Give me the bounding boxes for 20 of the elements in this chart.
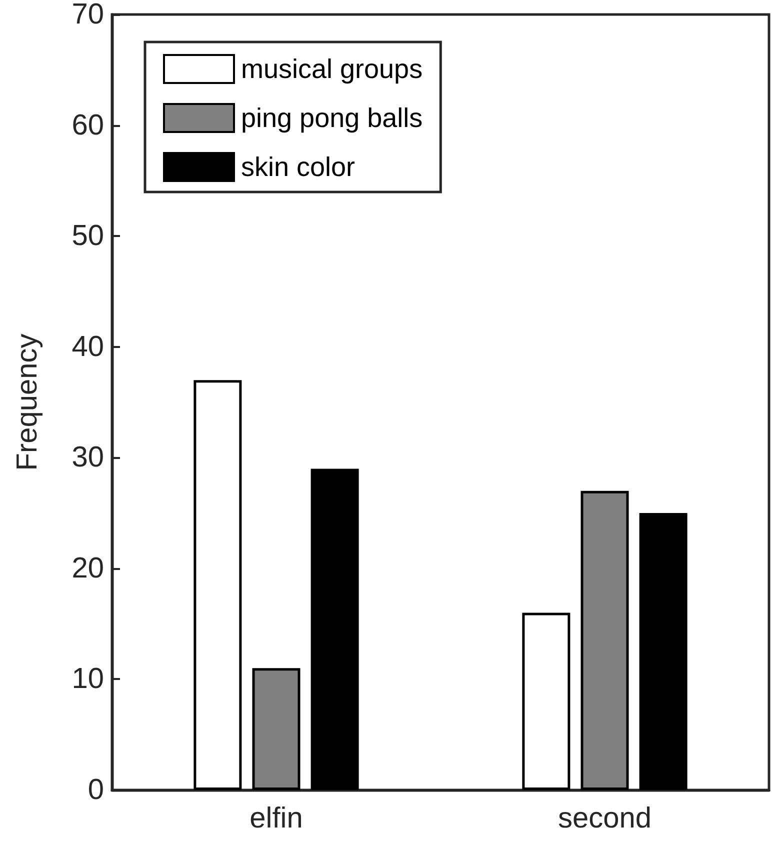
bar bbox=[252, 668, 300, 790]
y-tick-label: 20 bbox=[72, 552, 104, 584]
bar bbox=[522, 612, 570, 790]
x-tick-label: elfin bbox=[250, 802, 303, 834]
y-tick-label: 40 bbox=[72, 330, 104, 363]
legend-label: skin color bbox=[241, 152, 356, 182]
x-tick-label: second bbox=[558, 802, 652, 834]
y-axis-title: Frequency bbox=[12, 333, 44, 471]
y-tick-label: 70 bbox=[72, 0, 104, 30]
y-tick-label: 60 bbox=[72, 109, 104, 142]
legend-label: ping pong balls bbox=[241, 103, 423, 133]
legend-label: musical groups bbox=[241, 54, 423, 84]
bar bbox=[310, 468, 359, 790]
y-tick-label: 0 bbox=[88, 774, 104, 806]
bar bbox=[580, 490, 629, 790]
bar bbox=[194, 380, 242, 790]
y-tick-label: 10 bbox=[72, 663, 104, 696]
bar bbox=[639, 513, 688, 790]
y-tick-label: 50 bbox=[72, 220, 104, 252]
y-tick-label: 30 bbox=[72, 442, 104, 474]
